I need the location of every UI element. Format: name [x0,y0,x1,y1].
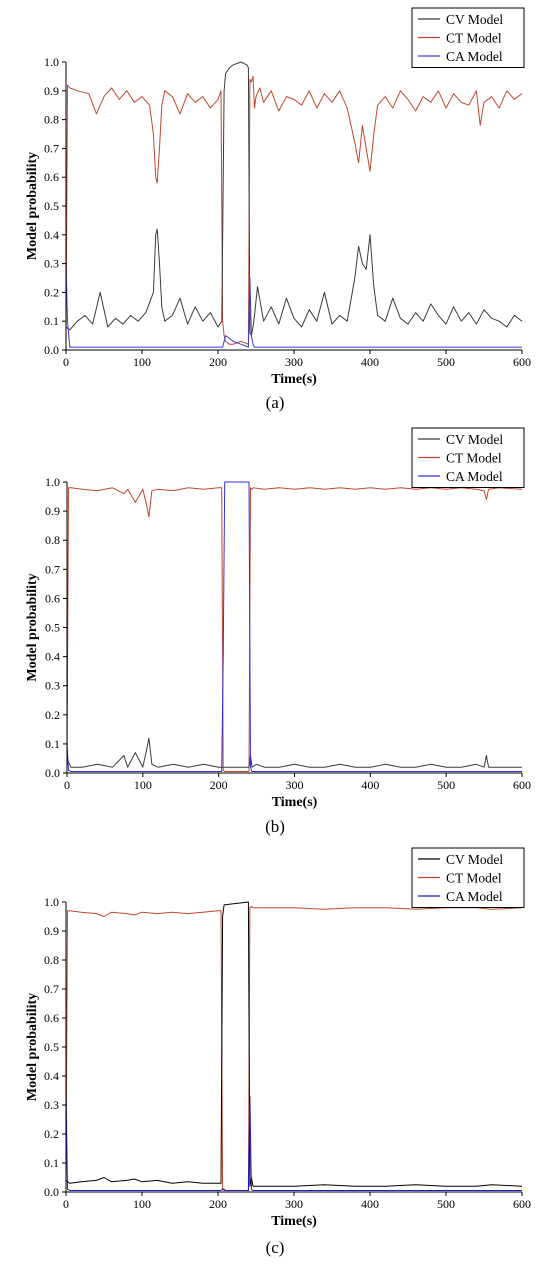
panel-label: (a) [266,393,285,412]
y-tick-label: 0.4 [44,228,59,242]
y-tick-label: 0.2 [44,1127,59,1141]
y-tick-label: 0.6 [44,1011,59,1025]
legend-label: CA Model [446,49,503,64]
y-tick-label: 0.0 [45,766,60,780]
x-tick-label: 500 [437,778,455,792]
y-tick-label: 0.2 [45,708,60,722]
x-tick-label: 300 [285,355,303,369]
x-tick-label: 300 [286,778,304,792]
y-axis-label: Model probability [25,993,40,1101]
x-tick-label: 0 [63,1197,69,1211]
y-tick-label: 0.6 [45,591,60,605]
y-tick-label: 0.6 [44,170,59,184]
x-tick-label: 400 [361,778,379,792]
x-axis-label: Time(s) [271,372,317,387]
panel-label: (c) [266,1238,285,1257]
x-axis-label: Time(s) [271,1214,317,1229]
legend-label: CV Model [446,852,503,867]
y-tick-label: 0.1 [45,737,60,751]
y-axis-label: Model probability [25,152,40,260]
y-tick-label: 0.5 [44,199,59,213]
x-tick-label: 500 [437,355,455,369]
x-tick-label: 0 [64,778,70,792]
y-tick-label: 0.1 [44,314,59,328]
legend-label: CV Model [446,12,503,27]
series-line-cv-model [65,901,523,1187]
y-tick-label: 0.8 [45,533,60,547]
legend-label: CT Model [446,31,502,46]
x-tick-label: 200 [209,355,227,369]
chart-panel-3: 0.0 0.1 0.2 0.3 0.4 0.5 0.6 0.7 0.8 0.9 1.0 0 100 200… [25,847,531,1257]
x-tick-label: 100 [134,778,152,792]
x-tick-label: 400 [361,1197,379,1211]
y-axis-label: Model probability [25,573,40,681]
y-tick-label: 0.4 [45,650,60,664]
x-tick-label: 600 [513,778,531,792]
y-tick-label: 0.9 [44,84,59,98]
y-tick-label: 0.7 [45,562,60,576]
chart-panel-2: 0.0 0.1 0.2 0.3 0.4 0.5 0.6 0.7 0.8 0.9 1.0 0 100 200… [25,427,531,836]
y-tick-label: 0.3 [44,1098,59,1112]
x-tick-label: 200 [210,778,228,792]
y-tick-label: 0.7 [44,141,59,155]
series-line-ca-model [65,263,522,348]
y-tick-label: 0.9 [45,504,60,518]
x-axis-label: Time(s) [272,795,318,810]
x-tick-label: 200 [209,1197,227,1211]
y-tick-label: 0.8 [44,113,59,127]
y-tick-label: 0.2 [44,285,59,299]
x-tick-label: 500 [437,1197,455,1211]
x-tick-label: 100 [133,1197,151,1211]
y-tick-label: 0.9 [44,924,59,938]
y-tick-label: 0.8 [44,953,59,967]
x-tick-label: 100 [133,355,151,369]
y-tick-label: 1.0 [44,895,59,909]
panel-label: (b) [265,817,285,836]
x-tick-label: 0 [63,355,69,369]
y-tick-label: 1.0 [44,55,59,69]
y-tick-label: 0.0 [44,1185,59,1199]
x-tick-label: 400 [361,355,379,369]
y-tick-label: 0.3 [44,257,59,271]
series-line-ct-model [66,487,523,772]
series-line-ct-model [65,75,523,345]
y-tick-label: 0.5 [44,1040,59,1054]
legend-label: CA Model [446,469,503,484]
series-line-ca-model [65,1090,522,1191]
legend-label: CT Model [446,871,502,886]
series-line-ct-model [65,905,523,1191]
y-tick-label: 0.7 [44,982,59,996]
chart-panel-1: 0.0 0.1 0.2 0.3 0.4 0.5 0.6 0.7 0.8 0.9 1.0 0 100 200… [25,7,531,412]
y-tick-label: 0.4 [44,1069,59,1083]
x-tick-label: 600 [513,1197,531,1211]
legend-label: CT Model [446,451,502,466]
legend-label: CV Model [446,432,503,447]
y-tick-label: 0.3 [45,679,60,693]
y-tick-label: 0.1 [44,1156,59,1170]
legend-label: CA Model [446,889,503,904]
series-line-ca-model [66,481,522,772]
x-tick-label: 600 [513,355,531,369]
series-line-cv-model [66,737,522,768]
x-tick-label: 300 [285,1197,303,1211]
y-tick-label: 0.0 [44,343,59,357]
y-tick-label: 1.0 [45,475,60,489]
y-tick-label: 0.5 [45,621,60,635]
series-line-cv-model [65,61,523,337]
